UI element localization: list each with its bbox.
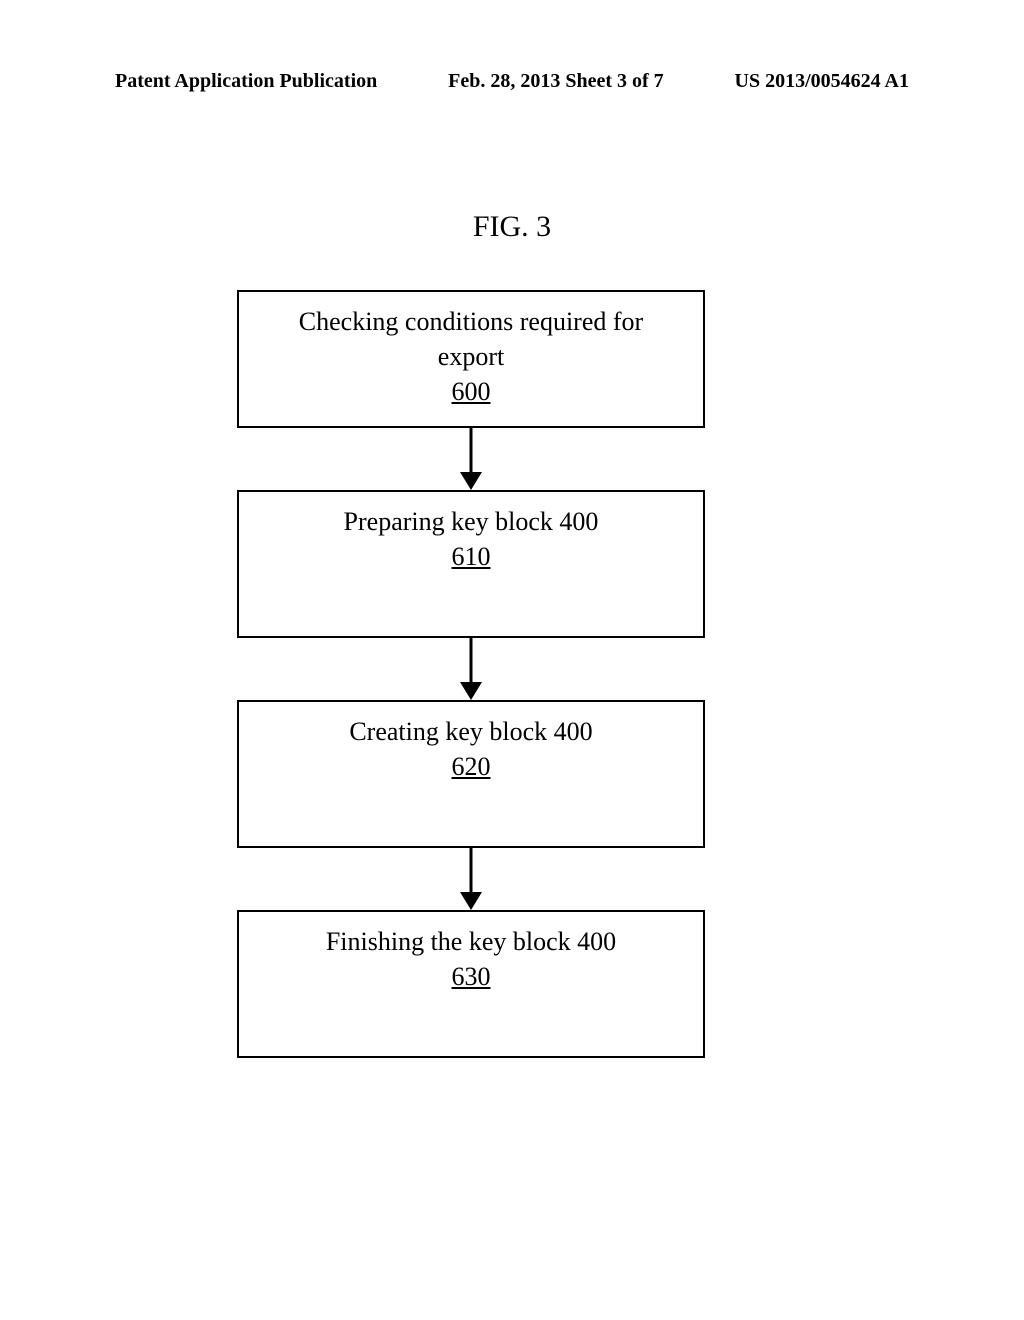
node-text-line1: Creating key block 400: [349, 714, 592, 749]
header-left: Patent Application Publication: [115, 70, 377, 93]
arrow-line: [470, 848, 473, 896]
arrow-head-icon: [460, 682, 482, 700]
flow-arrow: [237, 428, 705, 490]
node-text-line1: Finishing the key block 400: [326, 924, 616, 959]
flow-arrow: [237, 848, 705, 910]
header-right: US 2013/0054624 A1: [735, 70, 909, 93]
flow-node-600: Checking conditions required for export …: [237, 290, 705, 428]
flow-node-610: Preparing key block 400 610: [237, 490, 705, 638]
node-text-line1: Checking conditions required for: [299, 304, 643, 339]
arrow-line: [470, 638, 473, 686]
node-ref: 620: [452, 749, 491, 784]
node-text-line1: Preparing key block 400: [344, 504, 599, 539]
flow-node-630: Finishing the key block 400 630: [237, 910, 705, 1058]
node-ref: 610: [452, 539, 491, 574]
node-text-line2: export: [438, 339, 504, 374]
arrow-line: [470, 428, 473, 476]
patent-header: Patent Application Publication Feb. 28, …: [0, 70, 1024, 93]
flow-arrow: [237, 638, 705, 700]
header-center: Feb. 28, 2013 Sheet 3 of 7: [448, 70, 664, 93]
node-ref: 600: [452, 374, 491, 409]
arrow-head-icon: [460, 892, 482, 910]
arrow-head-icon: [460, 472, 482, 490]
flow-node-620: Creating key block 400 620: [237, 700, 705, 848]
flowchart: Checking conditions required for export …: [237, 290, 705, 1058]
node-ref: 630: [452, 959, 491, 994]
figure-title: FIG. 3: [0, 210, 1024, 244]
